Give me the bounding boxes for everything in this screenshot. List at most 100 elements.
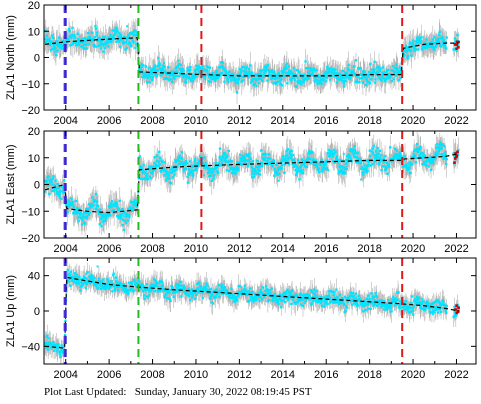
data-point xyxy=(48,192,51,196)
data-point xyxy=(169,77,173,81)
data-point xyxy=(234,77,237,80)
data-point xyxy=(399,66,402,69)
data-point xyxy=(246,165,250,168)
data-point xyxy=(382,71,386,74)
data-point xyxy=(412,44,416,48)
data-point xyxy=(405,46,409,49)
data-point xyxy=(353,145,356,148)
data-point xyxy=(270,77,273,81)
data-point xyxy=(418,40,421,44)
data-point xyxy=(377,163,381,166)
data-point xyxy=(245,65,248,69)
flagged-point xyxy=(454,152,457,155)
data-point xyxy=(273,70,276,73)
data-point xyxy=(59,44,62,47)
data-point xyxy=(349,71,352,74)
data-point xyxy=(72,280,76,284)
data-point xyxy=(178,154,181,157)
data-point xyxy=(58,192,61,196)
data-point xyxy=(427,165,431,168)
data-point xyxy=(337,169,341,173)
data-point xyxy=(308,157,312,161)
data-point xyxy=(163,174,166,177)
y-tick-label: −10 xyxy=(21,206,40,218)
data-point xyxy=(260,73,263,77)
data-point xyxy=(175,74,178,78)
data-point xyxy=(284,64,288,67)
outlier-point xyxy=(174,169,177,172)
data-point xyxy=(452,48,456,51)
data-point xyxy=(424,46,427,50)
data-point xyxy=(242,69,246,73)
data-point xyxy=(240,156,244,159)
data-point xyxy=(297,69,300,72)
data-point xyxy=(363,70,367,74)
data-point xyxy=(415,149,418,152)
data-point xyxy=(275,76,278,80)
data-point xyxy=(219,66,222,69)
data-point xyxy=(278,76,281,80)
data-point xyxy=(412,40,415,43)
data-point xyxy=(336,76,339,80)
data-point xyxy=(389,146,392,149)
data-point xyxy=(315,68,318,72)
data-point xyxy=(378,161,381,164)
x-tick-label: 2004 xyxy=(53,115,77,127)
x-tick-label: 2022 xyxy=(444,115,468,127)
data-point xyxy=(156,69,160,72)
data-point xyxy=(345,71,349,75)
data-point xyxy=(56,42,60,45)
data-point xyxy=(339,165,342,168)
data-point xyxy=(365,168,368,171)
data-point xyxy=(138,167,142,170)
y-tick-label: 20 xyxy=(28,0,40,12)
data-point xyxy=(352,152,355,156)
data-point xyxy=(74,212,77,215)
data-point xyxy=(217,66,221,69)
data-point xyxy=(346,76,349,79)
data-point xyxy=(234,172,237,175)
data-point xyxy=(178,72,181,75)
data-point xyxy=(402,54,406,57)
data-point xyxy=(57,345,61,348)
data-point xyxy=(297,70,301,74)
data-point xyxy=(87,280,91,284)
data-point xyxy=(51,47,54,51)
data-point xyxy=(374,78,377,81)
data-point xyxy=(276,80,280,84)
data-point xyxy=(385,74,388,77)
data-point xyxy=(402,53,405,56)
data-point xyxy=(84,215,88,218)
data-point xyxy=(318,81,321,85)
y-tick-label: 10 xyxy=(28,26,40,38)
data-point xyxy=(275,162,279,165)
data-point xyxy=(101,216,104,219)
data-point xyxy=(207,167,210,170)
data-point xyxy=(301,171,305,175)
data-point xyxy=(287,156,290,159)
data-point xyxy=(206,166,209,169)
data-point xyxy=(123,219,127,222)
data-point xyxy=(368,149,372,152)
data-point xyxy=(240,65,244,69)
data-point xyxy=(329,78,332,82)
data-point xyxy=(368,82,372,85)
data-point xyxy=(341,76,344,79)
y-axis-label: ZLA1 East (mm) xyxy=(5,144,17,224)
data-point xyxy=(318,76,322,79)
data-point xyxy=(115,214,119,218)
data-point xyxy=(152,169,155,173)
data-point xyxy=(188,76,191,80)
data-point xyxy=(179,63,182,66)
x-tick-label: 2010 xyxy=(184,115,208,127)
data-point xyxy=(430,44,434,47)
data-point xyxy=(346,160,349,163)
data-point xyxy=(66,204,70,207)
data-point xyxy=(239,153,242,157)
data-point xyxy=(359,66,362,70)
data-point xyxy=(386,69,389,72)
data-point xyxy=(425,38,428,41)
data-point xyxy=(441,40,444,43)
data-point xyxy=(307,71,310,75)
data-point xyxy=(292,165,296,169)
